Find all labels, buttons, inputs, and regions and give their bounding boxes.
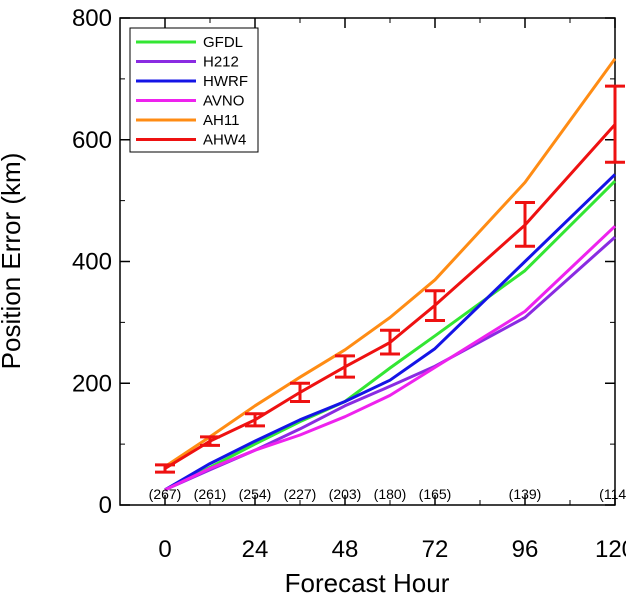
sample-count-label: (227)	[284, 486, 317, 502]
error-bar	[245, 412, 265, 428]
error-bar	[515, 200, 535, 248]
x-tick-label: 120	[595, 536, 626, 563]
y-tick-label: 200	[72, 370, 112, 397]
sample-count-label: (165)	[419, 486, 452, 502]
series-lines	[164, 57, 617, 492]
sample-count-label: (203)	[329, 486, 362, 502]
sample-count-label: (180)	[374, 486, 407, 502]
y-tick-label: 600	[72, 127, 112, 154]
error-bar	[425, 289, 445, 323]
series-line-hwrf	[164, 173, 617, 492]
error-bar	[200, 435, 220, 447]
x-tick-label: 24	[242, 536, 269, 563]
legend-label-hwrf: HWRF	[203, 73, 248, 90]
legend-label-ah11: AH11	[203, 112, 239, 129]
axis-ticks: 0 200 400 600 800 0 24 48 72 96 120	[72, 5, 626, 563]
error-bar	[290, 381, 310, 404]
legend-box	[129, 27, 259, 153]
legend-label-ahw4: AHW4	[203, 132, 246, 149]
y-tick-label: 0	[99, 492, 112, 519]
legend-label-avno: AVNO	[203, 93, 244, 110]
error-bars	[155, 84, 625, 474]
error-bar	[605, 84, 625, 164]
x-axis-title: Forecast Hour	[285, 568, 450, 598]
x-tick-label: 48	[332, 536, 359, 563]
sample-counts: (267) (261) (254) (227) (203) (180) (165) (139)…	[149, 486, 626, 502]
sample-count-label: (114)	[599, 486, 626, 502]
y-tick-label: 400	[72, 249, 112, 276]
sample-count-label: (139)	[509, 486, 542, 502]
legend-label-gfdl: GFDL	[203, 34, 243, 51]
sample-count-label: (267)	[149, 486, 182, 502]
legend: GFDL H212 HWRF AVNO AH11 AHW4	[129, 27, 259, 153]
legend-label-h212: H212	[203, 54, 239, 71]
sample-count-label: (261)	[194, 486, 227, 502]
x-tick-label: 0	[158, 536, 171, 563]
error-bar	[380, 328, 400, 356]
sample-count-label: (254)	[239, 486, 272, 502]
error-bar	[155, 463, 175, 474]
series-line-ah11	[164, 57, 617, 468]
y-axis-title: Position Error (km)	[0, 153, 26, 370]
error-bar	[335, 354, 355, 379]
x-tick-label: 96	[512, 536, 539, 563]
series-line-avno	[164, 225, 617, 492]
y-tick-label: 800	[72, 5, 112, 32]
x-tick-label: 72	[422, 536, 449, 563]
